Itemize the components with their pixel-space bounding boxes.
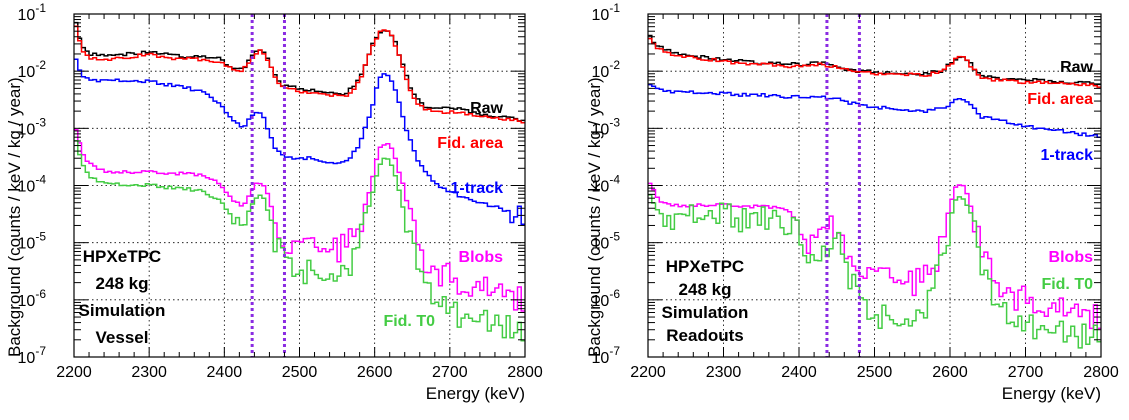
series-label: 1-track [451, 180, 504, 197]
series-line-blobs [74, 128, 525, 312]
y-tick-label: 10-2 [18, 58, 47, 81]
x-tick-label: 2500 [282, 364, 318, 381]
y-tick-label: 10-3 [18, 115, 47, 138]
annotation-line: Simulation [79, 301, 166, 320]
x-tick-label: 2200 [630, 364, 666, 381]
y-tick-label: 10-7 [18, 344, 47, 367]
series-label: Fid. area [1027, 91, 1093, 108]
y-tick-label: 10-6 [18, 287, 47, 310]
series-group [74, 21, 525, 342]
series-label: Blobs [459, 249, 504, 266]
x-tick-label: 2600 [932, 364, 968, 381]
x-tick-label: 2800 [1083, 364, 1119, 381]
right-panel-readouts: 2200 2300 2400 2500 2600 2700 2800 10-7 10-6 10-5… [585, 1, 1119, 403]
y-tick-label: 10-3 [592, 115, 621, 138]
y-tick-label: 10-2 [592, 58, 621, 81]
series-line-fid-area [648, 37, 1101, 88]
series-label: Fid. T0 [383, 313, 435, 330]
y-tick-label: 10-4 [18, 173, 47, 196]
x-axis-label: Energy (keV) [1002, 384, 1101, 403]
x-tick-label: 2200 [56, 364, 92, 381]
annotation-line: 248 kg [679, 280, 732, 299]
series-label: Raw [470, 100, 503, 117]
y-axis-label: Background (counts / keV / kg / year) [5, 77, 24, 357]
series-group [648, 34, 1101, 349]
y-tick-label: 10-5 [18, 230, 47, 253]
x-tick-label: 2600 [357, 364, 393, 381]
x-tick-label: 2700 [432, 364, 468, 381]
series-line-1-track [648, 83, 1101, 138]
annotation-line: Readouts [666, 326, 743, 345]
y-tick-label: 10-1 [592, 1, 621, 24]
series-label: 1-track [1041, 147, 1094, 164]
annotation-line: Vessel [96, 328, 149, 347]
x-tick-label: 2300 [131, 364, 167, 381]
series-line-raw [74, 21, 525, 122]
y-axis-label: Background (counts / keV / kg / year) [585, 77, 604, 357]
series-label: Fid. T0 [1041, 276, 1093, 293]
y-tick-label: 10-1 [18, 1, 47, 24]
series-label: Raw [1060, 59, 1093, 76]
series-line-blobs [648, 182, 1101, 330]
series-label: Fid. area [437, 135, 503, 152]
x-axis-label: Energy (keV) [426, 384, 525, 403]
series-label: Blobs [1049, 249, 1094, 266]
series-line-fid-t0 [648, 194, 1101, 349]
y-tick-label: 10-6 [592, 287, 621, 310]
grid [648, 14, 1101, 357]
x-tick-label: 2800 [507, 364, 543, 381]
x-tick-label: 2500 [857, 364, 893, 381]
series-line-fid-area [74, 25, 525, 124]
annotation-line: HPXeTPC [666, 257, 744, 276]
x-tick-label: 2300 [706, 364, 742, 381]
annotation-line: 248 kg [96, 274, 149, 293]
x-tick-label: 2400 [781, 364, 817, 381]
series-line-1-track [74, 58, 525, 226]
annotation-line: HPXeTPC [83, 247, 161, 266]
y-tick-label: 10-5 [592, 230, 621, 253]
left-panel-vessel: 2200 2300 2400 2500 2600 2700 2800 10-7 10-6 10-5… [5, 1, 543, 403]
series-line-fid-t0 [74, 139, 525, 342]
y-tick-label: 10-7 [592, 344, 621, 367]
annotation-line: Simulation [662, 303, 749, 322]
x-tick-label: 2400 [207, 364, 243, 381]
y-tick-label: 10-4 [592, 173, 621, 196]
x-tick-label: 2700 [1008, 364, 1044, 381]
